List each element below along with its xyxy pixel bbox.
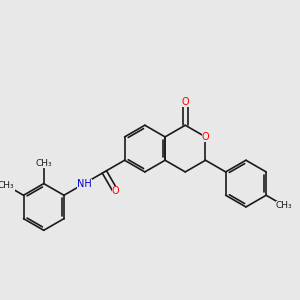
- Text: CH₃: CH₃: [35, 159, 52, 168]
- Text: NH: NH: [77, 178, 92, 189]
- Text: O: O: [202, 132, 209, 142]
- Text: CH₃: CH₃: [276, 201, 292, 210]
- Text: O: O: [182, 98, 189, 107]
- Text: CH₃: CH₃: [0, 181, 14, 190]
- Text: O: O: [112, 186, 119, 196]
